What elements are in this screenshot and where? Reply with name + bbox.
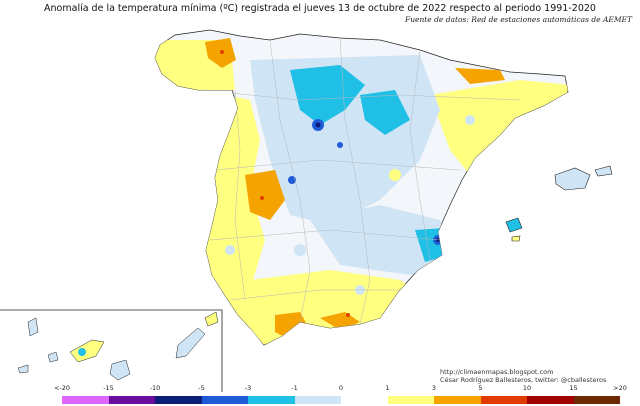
data-source: Fuente de datos: Red de estaciones autom… [404,15,632,24]
formentera [511,235,521,242]
ibiza [505,217,523,233]
legend-label: -3 [244,384,252,392]
cold-core [337,142,343,148]
legend-swatch [573,396,620,404]
cold-core [315,122,321,128]
legend-label: >20 [613,384,627,392]
cold-field-iberico [360,90,410,135]
legend-swatch [201,396,248,404]
province-borders [199,37,521,325]
mallorca [554,167,591,191]
legend-swatch [248,396,295,404]
legend-label: 15 [569,384,578,392]
el-hierro [17,364,29,374]
anomaly-fields [155,38,568,345]
warm-core [346,313,350,317]
credits-url[interactable]: http://climaenmapas.blogspot.com [440,368,554,376]
legend-swatch [294,396,341,404]
legend-label: 0 [338,384,344,392]
legend-swatch [341,396,388,404]
credits: http://climaenmapas.blogspot.com César R… [440,368,606,384]
legend-label: -10 [149,384,161,392]
legend-label: -5 [198,384,205,392]
legend-swatch [108,396,155,404]
warm-patch-extremadura [245,170,285,220]
cold-core [288,176,296,184]
legend-swatch [480,396,527,404]
legend-label: 5 [478,384,483,392]
canary-islands [17,311,219,381]
legend-label: 1 [385,384,390,392]
legend-label: 10 [522,384,532,392]
lanzarote [204,311,219,327]
legend-swatch [527,396,574,404]
warm-field-east [430,80,568,175]
legend-swatch [155,396,202,404]
legend-label: -15 [103,384,114,392]
la-gomera [47,351,59,363]
cool-field-southeast [310,205,450,275]
legend-label: 3 [431,384,437,392]
map-title: Anomalía de la temperatura mínima (ºC) r… [44,3,596,14]
warm-core [260,196,264,200]
gran-canaria [109,359,131,381]
menorca [594,165,613,177]
la-palma [27,317,39,337]
canary-inset-frame [0,309,223,392]
legend-swatch [387,396,434,404]
warm-core [220,50,224,54]
legend-label: -1 [291,384,298,392]
color-legend: <-20 -15 -10 -5 -3 -1 0 1 3 5 10 15 >20 [54,384,627,404]
credits-author: César Rodríguez Ballesteros, twitter: @c… [440,376,607,384]
legend-swatch [62,396,109,404]
fuerteventura [175,327,206,359]
cold-field-duero [290,65,365,125]
warm-patch-catalonia [455,68,505,84]
legend-swatch [434,396,481,404]
tenerife [69,339,105,363]
legend-label: <-20 [53,384,71,392]
